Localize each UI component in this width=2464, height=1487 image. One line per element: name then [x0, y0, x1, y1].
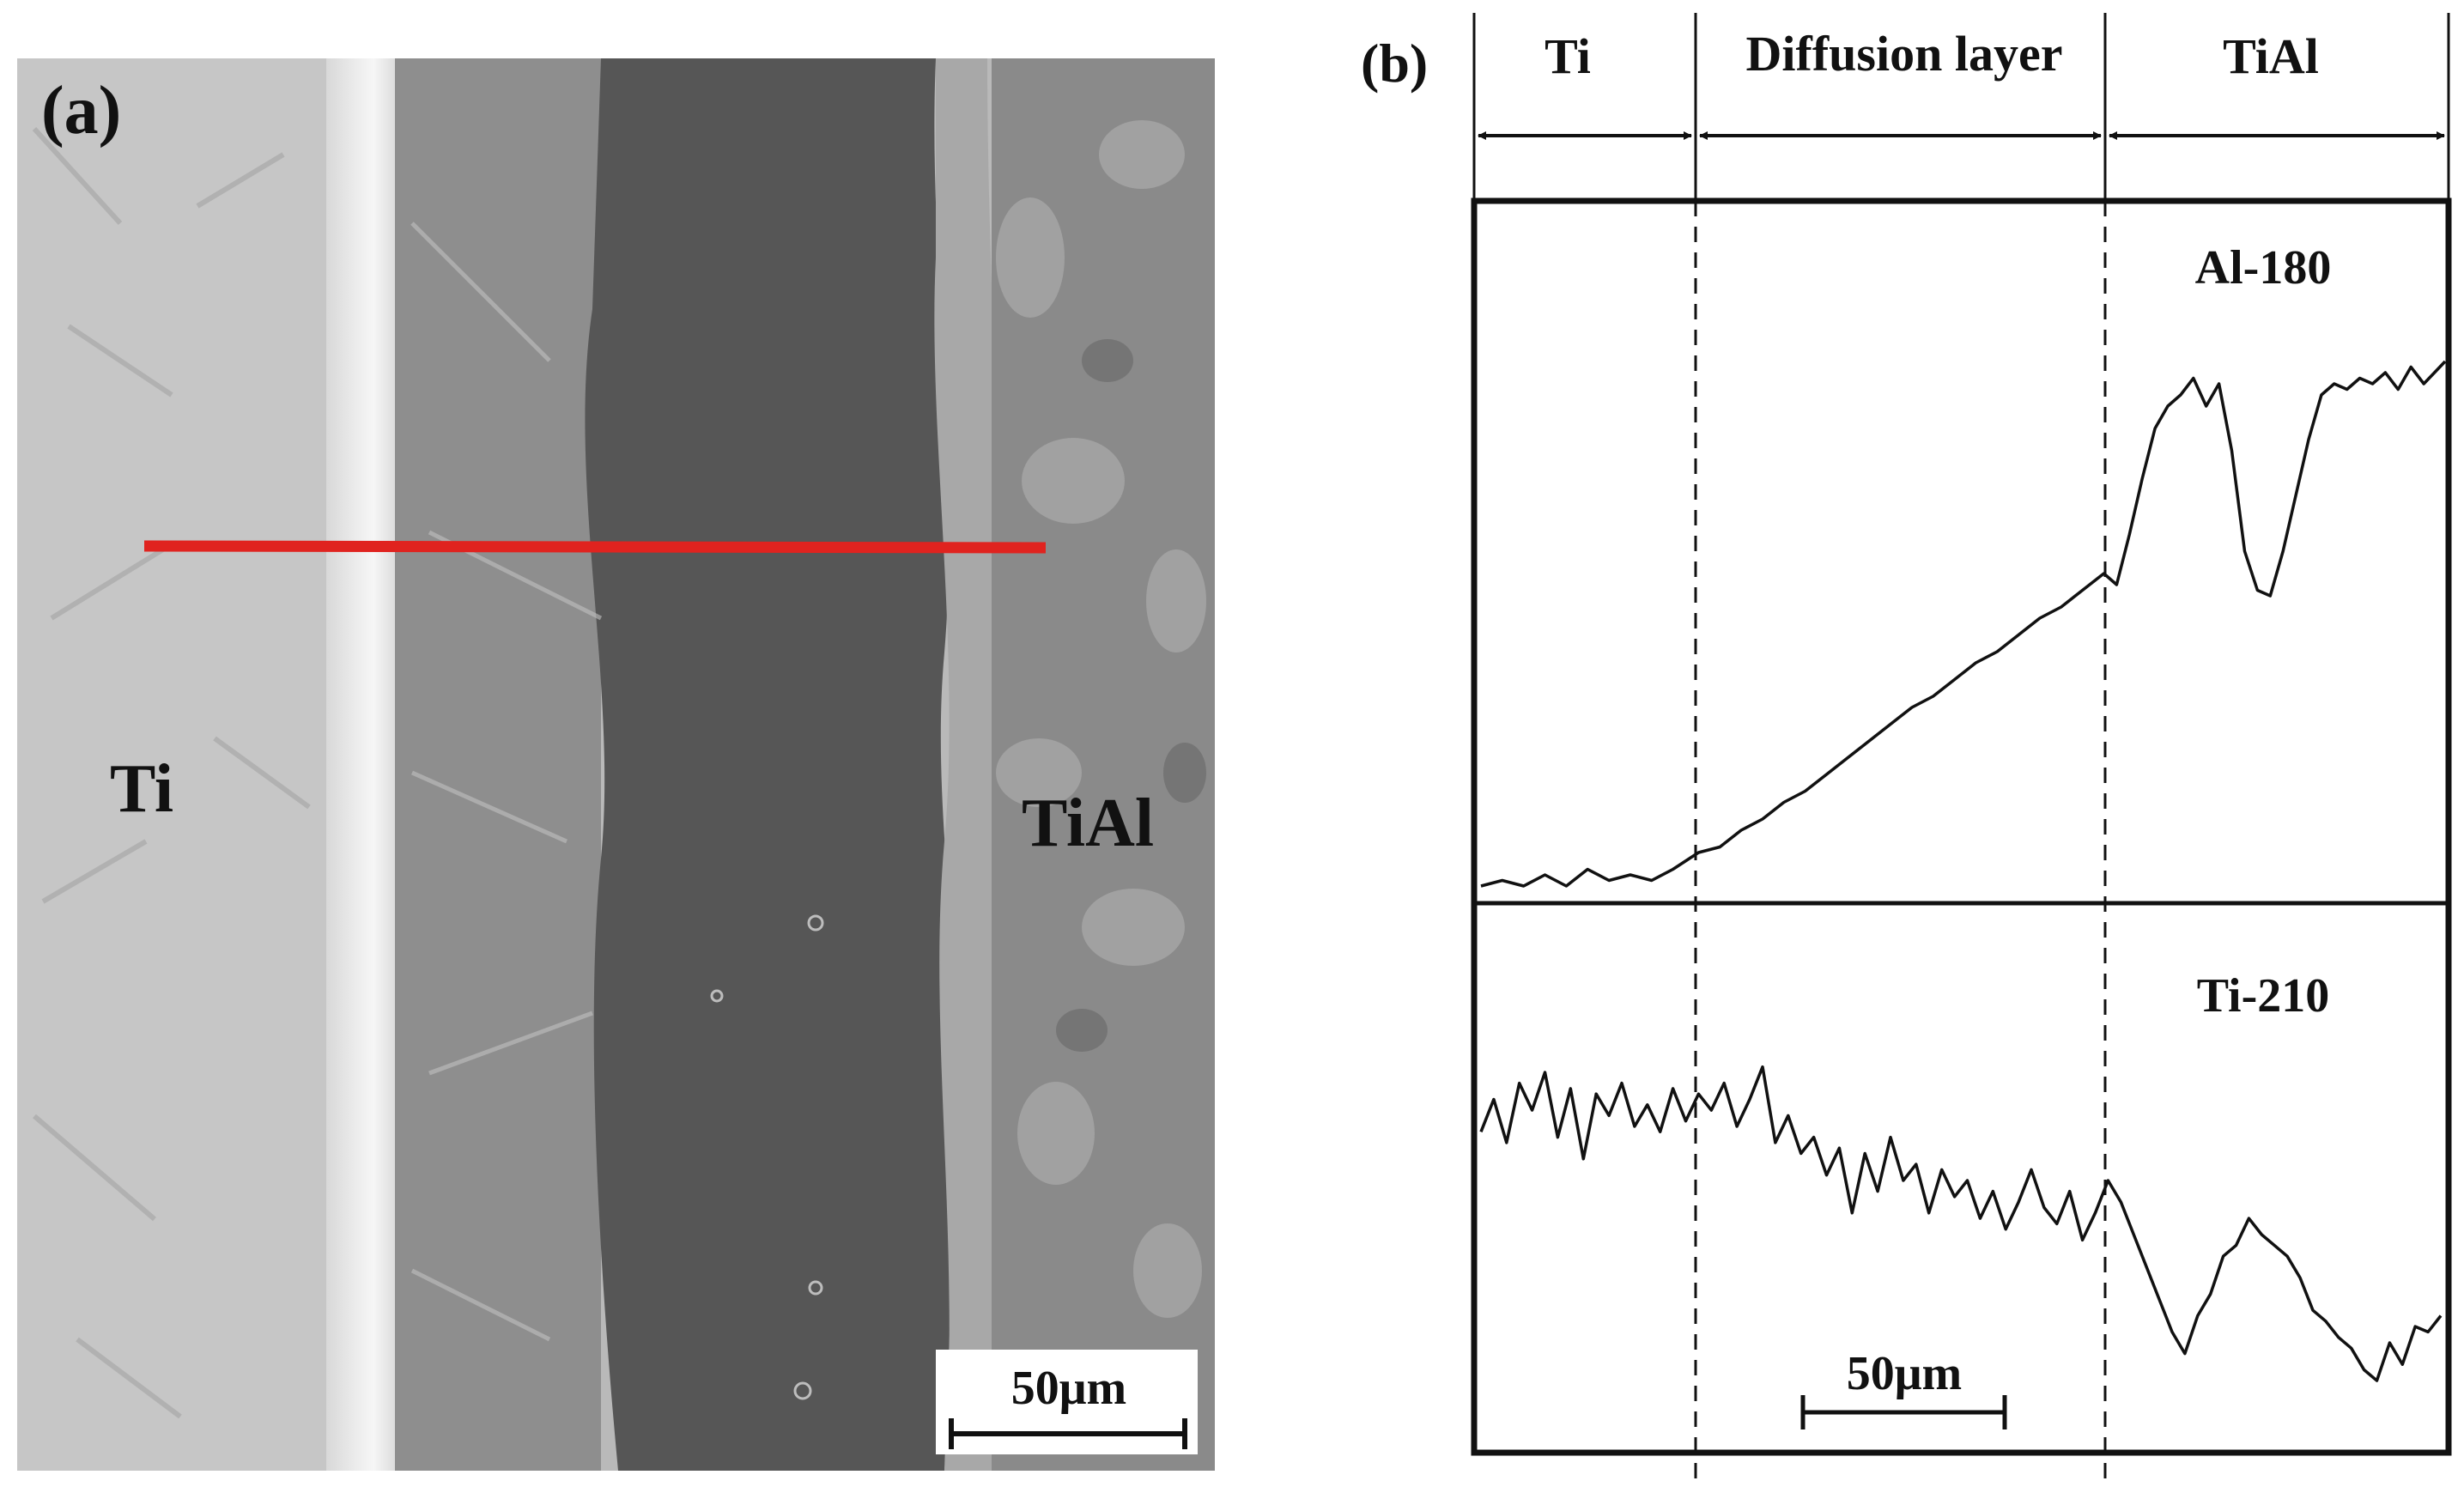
region-label-diffusion: Diffusion layer [1746, 26, 2063, 82]
ti-210-series-label: Ti-210 [2197, 969, 2330, 1023]
region-label-ti: Ti [1545, 28, 1591, 84]
al-180-series-label: Al-180 [2195, 241, 2332, 294]
panel-a-label: (a) [41, 73, 121, 149]
tial-region-label: TiAl [1022, 786, 1154, 861]
ti-region-label: Ti [110, 751, 173, 827]
panel-b: (b) Ti Diffusion layer TiAl Al-180 Ti-21… [1361, 13, 2452, 1487]
line-scan-path [143, 540, 1047, 554]
panel-a-scale-bar: 50μm [936, 1350, 1198, 1454]
panel-b-scale-bar-label: 50μm [1847, 1347, 1962, 1400]
panel-b-scale-bar: 50μm [1800, 1347, 2007, 1429]
ti-210-profile [1479, 1065, 2443, 1382]
sem-micrograph [17, 58, 1215, 1471]
al-180-profile [1480, 360, 2447, 888]
panel-a-scale-bar-label: 50μm [1011, 1362, 1126, 1415]
plot-frame [1471, 197, 2452, 1456]
panel-b-label: (b) [1361, 33, 1428, 94]
region-header: Ti Diffusion layer TiAl [1472, 13, 2450, 199]
region-label-tial: TiAl [2223, 28, 2319, 84]
panel-a: (a) Ti TiAl 50μm [17, 58, 1215, 1471]
